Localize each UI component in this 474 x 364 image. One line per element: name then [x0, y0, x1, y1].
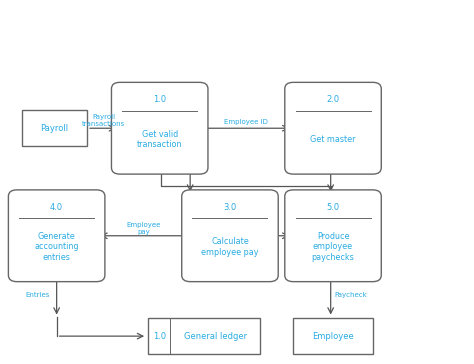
- FancyBboxPatch shape: [285, 190, 381, 282]
- Text: 2.0: 2.0: [327, 95, 339, 104]
- Text: Employee ID: Employee ID: [224, 119, 268, 125]
- Text: General ledger: General ledger: [184, 332, 247, 341]
- Text: Payroll: Payroll: [40, 124, 68, 133]
- FancyBboxPatch shape: [285, 82, 381, 174]
- Text: Employee: Employee: [312, 332, 354, 341]
- Text: Payroll
transactions: Payroll transactions: [82, 114, 125, 127]
- Text: Employee
pay: Employee pay: [126, 222, 161, 235]
- Text: Produce
employee
paychecks: Produce employee paychecks: [312, 232, 355, 262]
- Text: 5.0: 5.0: [327, 203, 339, 212]
- FancyBboxPatch shape: [111, 82, 208, 174]
- Text: Entries: Entries: [26, 292, 50, 298]
- Text: 1.0: 1.0: [153, 332, 166, 341]
- Bar: [148, 318, 260, 354]
- FancyBboxPatch shape: [182, 190, 278, 282]
- Text: 3.0: 3.0: [223, 203, 237, 212]
- Bar: [293, 318, 373, 354]
- Text: Get valid
transaction: Get valid transaction: [137, 130, 182, 149]
- Text: Get master: Get master: [310, 135, 356, 144]
- FancyBboxPatch shape: [9, 190, 105, 282]
- Bar: [21, 110, 87, 146]
- Text: Paycheck: Paycheck: [334, 292, 367, 298]
- Text: Generate
accounting
entries: Generate accounting entries: [35, 232, 79, 262]
- Text: 4.0: 4.0: [50, 203, 63, 212]
- Text: Calculate
employee pay: Calculate employee pay: [201, 237, 259, 257]
- Text: 1.0: 1.0: [153, 95, 166, 104]
